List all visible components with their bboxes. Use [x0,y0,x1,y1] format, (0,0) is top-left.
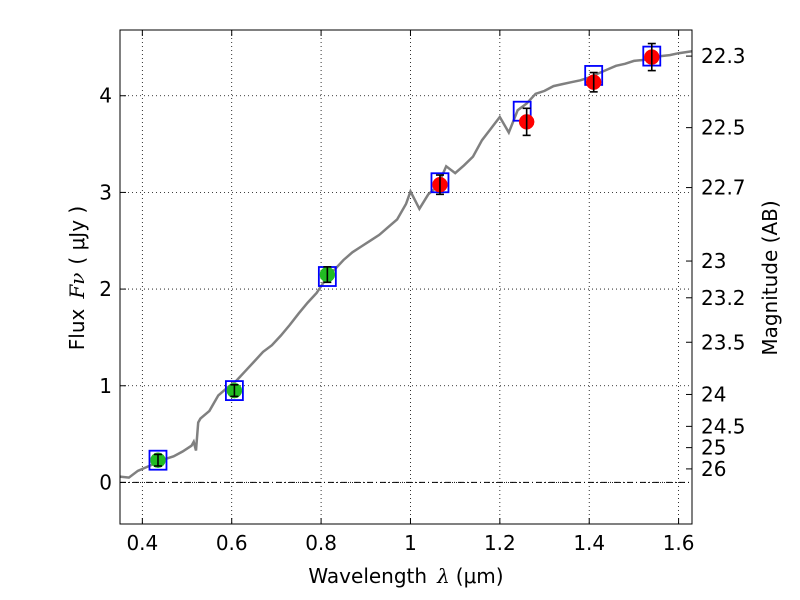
grid-lines [120,30,692,524]
axis-ticks: 0.4 0.6 0.8 1 1.2 1.4 1.60123422.322.522.72323… [99,30,746,555]
y-axis-symbol: Fν [65,273,89,300]
magnitude-tick-label: 22.5 [701,116,746,140]
magnitude-tick-label: 25 [701,436,726,460]
x-axis-label-text: Wavelength [308,564,427,588]
x-tick-label: 1.4 [573,531,605,555]
magnitude-tick-label: 22.3 [701,44,746,68]
magnitude-tick-label: 23.5 [701,330,746,354]
x-axis-label: Wavelength λ (μm) [308,564,503,588]
model-band-square [224,380,244,401]
y-tick-label: 2 [99,277,112,301]
x-tick-label: 1.6 [663,531,695,555]
y-tick-label: 0 [99,470,112,494]
model-band-square [148,449,168,471]
plot-frame [119,29,693,525]
magnitude-tick-label: 24.5 [701,414,746,438]
y-axis-label-text: Flux [65,308,89,350]
magnitude-tick-label: 23 [701,249,726,273]
y-axis-label: Flux Fν ( μJy ) [65,206,89,350]
magnitude-tick-label: 23.2 [701,286,746,310]
x-axis-symbol: λ [436,564,450,588]
x-tick-label: 1 [404,531,417,555]
x-tick-label: 1.2 [484,531,516,555]
magnitude-tick-label: 22.7 [701,176,746,200]
photometry-points [150,42,660,468]
y-axis-unit: ( μJy ) [65,206,89,265]
magnitude-tick-label: 26 [701,457,726,481]
magnitude-tick-label: 24 [701,382,726,406]
x-axis-unit: (μm) [456,564,504,588]
x-tick-label: 0.8 [305,531,337,555]
y-tick-label: 4 [99,84,112,108]
y2-axis-label: Magnitude (AB) [758,200,782,355]
y-tick-label: 1 [99,374,112,398]
x-tick-label: 0.4 [126,531,158,555]
x-tick-label: 0.6 [216,531,248,555]
y-tick-label: 3 [99,180,112,204]
